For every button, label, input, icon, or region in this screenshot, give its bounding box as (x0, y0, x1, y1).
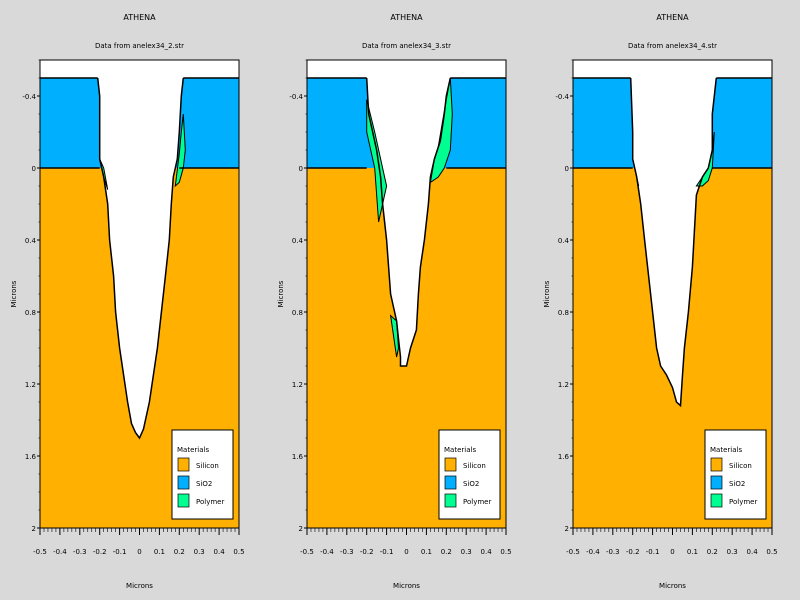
legend-label: Polymer (729, 498, 757, 506)
legend-swatch (177, 457, 190, 472)
legend-label: Silicon (196, 462, 219, 470)
legend-title: Materials (444, 446, 476, 454)
x-tick-label: -0.4 (586, 548, 600, 556)
x-tick-label: 0.1 (154, 548, 165, 556)
y-tick-label: 2 (565, 525, 569, 533)
legend: Materials Silicon SiO2 Polymer (171, 429, 234, 520)
x-tick-label: 0.3 (194, 548, 205, 556)
y-tick-label: 2 (32, 525, 36, 533)
legend-swatch (710, 457, 723, 472)
x-axis-label: Microns (126, 582, 153, 590)
y-tick-label: -0.4 (22, 93, 36, 101)
legend-label: Polymer (196, 498, 224, 506)
legend: Materials Silicon SiO2 Polymer (704, 429, 767, 520)
y-tick-label: 0.8 (292, 309, 303, 317)
trench-region (630, 60, 717, 406)
x-tick-label: 0.2 (707, 548, 718, 556)
legend-swatch (710, 493, 723, 508)
x-tick-label: -0.2 (93, 548, 107, 556)
y-tick-label: 2 (299, 525, 303, 533)
trench-profile (96, 77, 185, 440)
legend-label: SiO2 (729, 480, 745, 488)
x-tick-label: -0.3 (606, 548, 620, 556)
x-axis-label: Microns (393, 582, 420, 590)
x-tick-label: 0.1 (421, 548, 432, 556)
y-tick-label: 0 (32, 165, 36, 173)
legend-title: Materials (177, 446, 209, 454)
x-tick-label: 0.2 (174, 548, 185, 556)
y-tick-label: 0.4 (292, 237, 304, 245)
legend-swatch (444, 457, 457, 472)
y-tick-label: 1.6 (292, 453, 304, 461)
x-tick-label: 0.5 (233, 548, 244, 556)
x-tick-label: -0.1 (646, 548, 660, 556)
x-tick-label: 0.5 (766, 548, 777, 556)
legend-label: SiO2 (463, 480, 479, 488)
x-tick-label: 0 (137, 548, 141, 556)
x-tick-label: 0 (670, 548, 674, 556)
trench-profile (629, 77, 718, 408)
legend-swatch (177, 475, 190, 490)
x-tick-label: -0.3 (340, 548, 354, 556)
x-tick-label: 0.3 (461, 548, 472, 556)
x-tick-label: -0.2 (626, 548, 640, 556)
legend-label: Polymer (463, 498, 491, 506)
trench-profile (365, 77, 452, 367)
y-tick-label: 1.6 (558, 453, 570, 461)
y-tick-label: 0.4 (25, 237, 37, 245)
y-axis-label: Microns (10, 280, 18, 307)
chart-title: ATHENA (123, 13, 156, 22)
y-tick-label: 1.2 (292, 381, 303, 389)
chart-panel-2: ATHENA Data from anelex34_3.str -0.4 0 0.4 0.… (277, 13, 512, 590)
x-tick-label: -0.5 (566, 548, 580, 556)
y-axis-label: Microns (277, 280, 285, 307)
x-tick-label: -0.5 (33, 548, 47, 556)
x-tick-label: 0.3 (727, 548, 738, 556)
x-tick-label: 0.2 (441, 548, 452, 556)
x-tick-label: -0.1 (380, 548, 394, 556)
x-tick-label: -0.4 (53, 548, 67, 556)
legend-title: Materials (710, 446, 742, 454)
y-tick-label: 1.2 (25, 381, 36, 389)
chart-subtitle: Data from anelex34_2.str (95, 42, 184, 50)
x-axis-label: Microns (659, 582, 686, 590)
x-tick-label: 0.5 (500, 548, 511, 556)
y-axis-label: Microns (543, 280, 551, 307)
x-tick-label: -0.2 (360, 548, 374, 556)
y-tick-label: 0.8 (558, 309, 569, 317)
x-tick-label: 0.4 (481, 548, 493, 556)
x-tick-label: 0.4 (747, 548, 759, 556)
y-tick-label: 0 (299, 165, 303, 173)
chart-subtitle: Data from anelex34_4.str (628, 42, 717, 50)
legend-swatch (444, 475, 457, 490)
x-tick-label: -0.4 (320, 548, 334, 556)
chart-title: ATHENA (390, 13, 423, 22)
chart-title: ATHENA (656, 13, 689, 22)
y-tick-label: -0.4 (289, 93, 303, 101)
chart-panel-3: ATHENA Data from anelex34_4.str -0.4 0 0.4 0.… (543, 13, 778, 590)
y-tick-label: 0 (565, 165, 569, 173)
x-tick-label: -0.5 (300, 548, 314, 556)
trench-region (366, 60, 451, 366)
y-tick-label: -0.4 (555, 93, 569, 101)
chart-panel-1: ATHENA Data from anelex34_2.str -0.4 0 0.4 0.… (10, 13, 245, 590)
x-tick-label: 0 (404, 548, 408, 556)
x-tick-label: 0.4 (214, 548, 226, 556)
x-tick-label: 0.1 (687, 548, 698, 556)
x-tick-label: -0.1 (113, 548, 127, 556)
y-tick-label: 0.8 (25, 309, 36, 317)
y-tick-label: 0.4 (558, 237, 570, 245)
legend-label: Silicon (463, 462, 486, 470)
legend-swatch (444, 493, 457, 508)
legend-label: Silicon (729, 462, 752, 470)
legend-label: SiO2 (196, 480, 212, 488)
legend-swatch (710, 475, 723, 490)
x-tick-label: -0.3 (73, 548, 87, 556)
y-tick-label: 1.2 (558, 381, 569, 389)
legend-swatch (177, 493, 190, 508)
chart-subtitle: Data from anelex34_3.str (362, 42, 451, 50)
legend: Materials Silicon SiO2 Polymer (438, 429, 501, 520)
y-tick-label: 1.6 (25, 453, 37, 461)
